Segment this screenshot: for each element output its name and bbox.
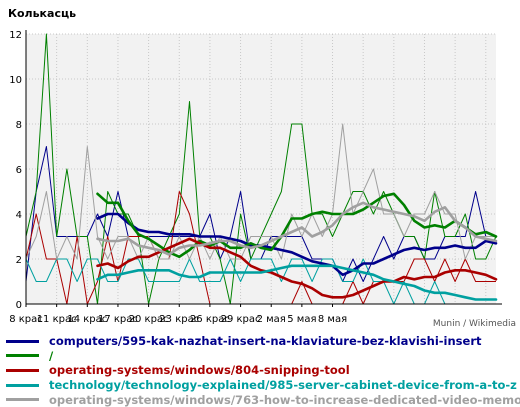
x-tick-label: 20 крас [129,314,169,325]
watermark: Munin / Wikimedia [433,319,516,329]
y-tick-label: 6 [16,165,22,176]
legend-swatch [6,354,39,358]
smoothed-series-line-2 [96,237,498,299]
y-tick-labels: 0 2 4 6 8 10 12 [9,30,22,311]
y-tick-label: 8 [16,120,22,131]
y-tick-label: 10 [9,75,22,86]
x-tick-label: 8 крас [9,314,43,325]
smoothed-series-line-3 [96,264,498,301]
x-tick-label: 26 крас [190,314,230,325]
smoothed-series-line-4 [96,201,498,256]
legend-label: operating-systems/windows/763-how-to-inc… [49,392,520,407]
legend-swatch [6,339,39,343]
legend-label: / [49,348,54,363]
x-tick-label: 23 крас [159,314,199,325]
y-tick-label: 4 [16,210,22,221]
legend-swatch [6,383,39,387]
x-tick-label: 14 крас [67,314,107,325]
legend-swatch [6,368,39,372]
legend: computers/595-kak-nazhat-insert-na-klavi… [6,334,520,407]
raw-series-line-4 [25,123,496,260]
axes [25,30,502,305]
legend-item-1: / [6,349,516,364]
legend-item-2: operating-systems/windows/804-snipping-t… [6,363,516,378]
smoothed-series-lines [96,192,498,301]
legend-label: technology/technology-explained/985-serv… [49,378,517,393]
legend-item-3: technology/technology-explained/985-serv… [6,378,517,393]
legend-item-4: operating-systems/windows/763-how-to-inc… [6,392,520,407]
y-tick-label: 2 [16,255,22,266]
smoothed-series-line-0 [96,212,498,277]
x-tick-label: 8 мая [318,314,347,325]
chart-title: Колькасць [8,7,76,20]
y-tick-label: 12 [9,30,22,41]
legend-item-0: computers/595-kak-nazhat-insert-na-klavi… [6,334,516,349]
x-tick-label: 29 крас [221,314,261,325]
y-tick-label: 0 [16,300,22,311]
legend-label: operating-systems/windows/804-snipping-t… [49,363,350,378]
legend-swatch [6,398,39,402]
x-tick-label: 2 мая [257,314,286,325]
x-tick-label: 11 крас [37,314,77,325]
x-tick-label: 17 крас [98,314,138,325]
legend-label: computers/595-kak-nazhat-insert-na-klavi… [49,334,482,349]
x-tick-label: 5 мая [287,314,316,325]
